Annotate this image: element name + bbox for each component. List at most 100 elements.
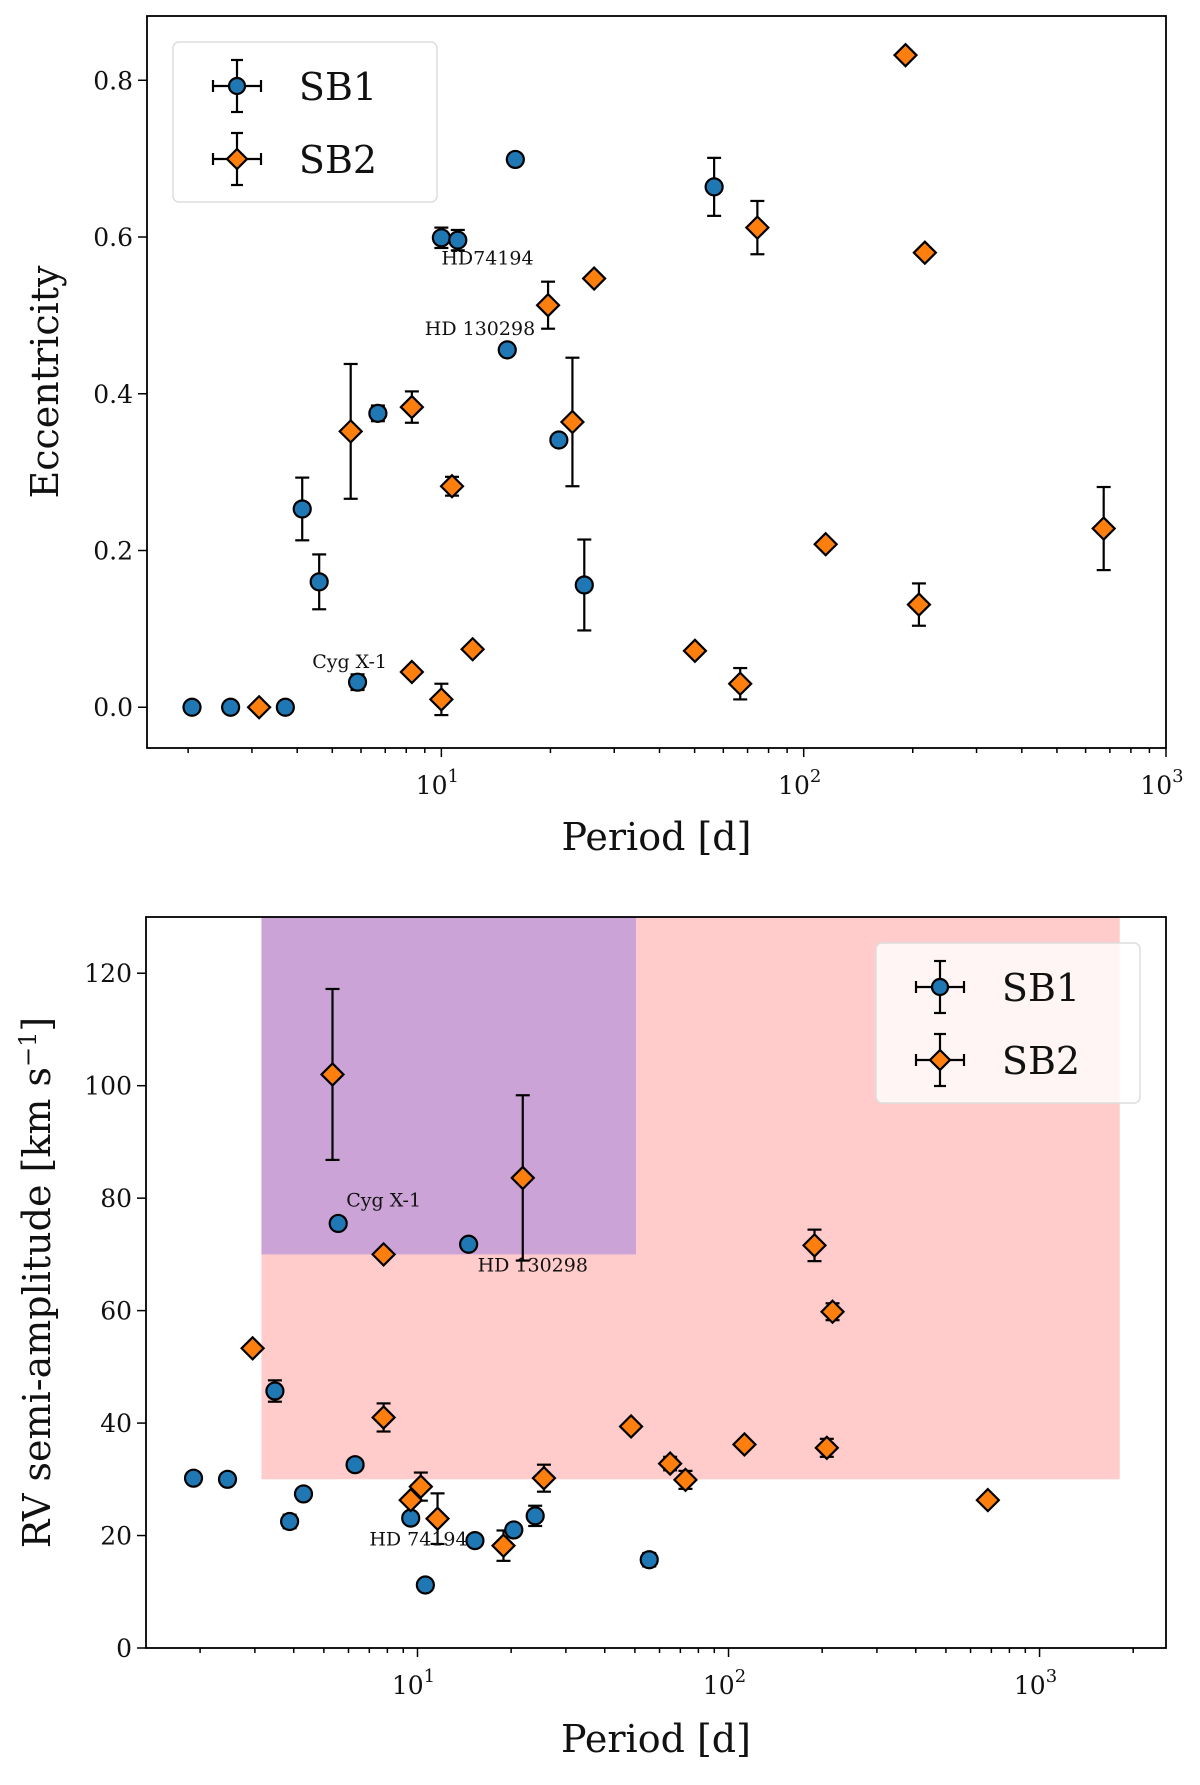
sb1-point [431,228,451,248]
y-tick-label: 20 [100,1522,132,1551]
sb2-point [819,1299,846,1325]
sb2-point [906,592,932,618]
sb1-point [265,1381,285,1401]
y-tick-label: 60 [100,1297,132,1326]
sb1-point [504,1520,524,1540]
legend-label: SB2 [299,138,377,182]
x-tick-label: 102 [778,766,821,800]
sb2-point [408,1474,434,1500]
sb1-point [639,1550,659,1570]
sb1-point [182,697,202,717]
star-annotation: HD 74194 [369,1529,467,1551]
y-axis-label: RV semi-amplitude [km s−1] [14,1017,59,1548]
y-axis-ticks: 0.0 0.2 0.4 0.6 0.8 [93,66,147,722]
legend-sb2-marker [928,1048,952,1072]
star-annotation: HD 130298 [425,318,535,340]
sb2-point [892,42,919,68]
error-bars [295,156,1111,717]
sb1-point [183,1468,204,1488]
y-tick-label: 0 [116,1634,132,1663]
sb2-point [814,1435,840,1461]
sb1-point [345,1455,365,1475]
sb1-point [221,697,241,717]
axes-frame [145,916,1167,1649]
annotations: HD74194 HD 130298 Cyg X-1 [312,247,535,673]
annotations: Cyg X-1 HD 130298 HD 74194 [346,1190,588,1551]
legend: SB1 SB2 [875,942,1141,1104]
sb1-point [448,230,468,250]
y-tick-label: 0.2 [93,537,133,566]
x-tick-label: 102 [703,1666,746,1700]
sb1-point [704,177,724,197]
y-tick-label: 0.0 [93,693,133,722]
legend-sb1-marker [930,977,950,997]
star-annotation: HD 130298 [478,1254,588,1276]
y-tick-label: 100 [84,1072,132,1101]
sb2-point [246,694,272,720]
legend-label: SB1 [299,65,377,109]
sb1-point [347,672,368,692]
y-axis-label: Eccentricity [23,265,67,499]
sb1-point [280,1511,300,1532]
sb2-point [319,1061,346,1088]
sb2-point [371,1241,397,1267]
x-axis-label: Period [d] [561,1717,751,1761]
sb2-point [813,531,839,557]
sb1-point [275,697,295,717]
rv-amplitude-panel: Cyg X-1 HD 130298 HD 74194 101 102 103 0 20 40… [14,916,1167,1761]
sb2-point [727,671,753,697]
y-tick-label: 0.4 [93,380,133,409]
sb2-point [399,659,425,685]
data-markers [183,1061,1001,1595]
sb1-point [217,1469,238,1489]
sb1-point [465,1530,485,1551]
y-tick-label: 120 [84,959,132,988]
sb2-point [398,1487,424,1513]
sb2-point [559,409,585,435]
x-axis-label: Period [d] [562,815,752,859]
sb2-point [439,473,465,499]
sb2-point [672,1467,699,1493]
eccentricity-panel: HD74194 HD 130298 Cyg X-1 101 102 103 0.0 0.2… [23,15,1184,859]
y-axis-ticks: 0 20 40 60 80 100 120 [84,959,146,1663]
sb1-point [309,572,329,592]
y-tick-label: 80 [100,1184,132,1213]
x-tick-label: 101 [416,766,459,800]
sb1-point [505,149,525,170]
x-tick-label: 103 [1014,1666,1057,1700]
sb2-point [801,1232,828,1258]
star-annotation: Cyg X-1 [312,651,387,673]
sb1-point [415,1575,435,1595]
y-tick-label: 0.8 [93,66,133,95]
sb1-point [574,575,594,595]
y-tick-label: 40 [100,1409,132,1438]
sb2-point [744,215,770,241]
sb1-point [368,403,388,423]
legend: SB1 SB2 [172,41,438,203]
sb2-point [657,1451,683,1477]
sb2-point [535,292,561,318]
sb1-point [292,499,312,519]
sb1-point [525,1506,545,1526]
sb2-point [399,394,425,420]
sb2-point [618,1413,644,1440]
sb2-point [975,1487,1001,1513]
sb2-point [912,240,938,266]
y-tick-label: 0.6 [93,223,133,252]
legend-label: SB2 [1002,1039,1080,1083]
sb2-point [682,638,708,664]
sb2-point [424,1506,451,1532]
sb2-point [731,1431,757,1458]
purple-region [261,917,636,1255]
x-tick-label: 101 [392,1666,435,1700]
legend-sb1-marker [227,76,247,96]
sb2-point [460,636,486,662]
sb1-point [497,340,517,360]
data-markers [182,42,1117,720]
axes-frame [146,15,1167,749]
sb2-point [428,686,454,712]
legend-sb2-marker [225,147,249,171]
x-axis-ticks: 101 102 103 [199,1648,1134,1700]
x-tick-label: 103 [1140,766,1183,800]
